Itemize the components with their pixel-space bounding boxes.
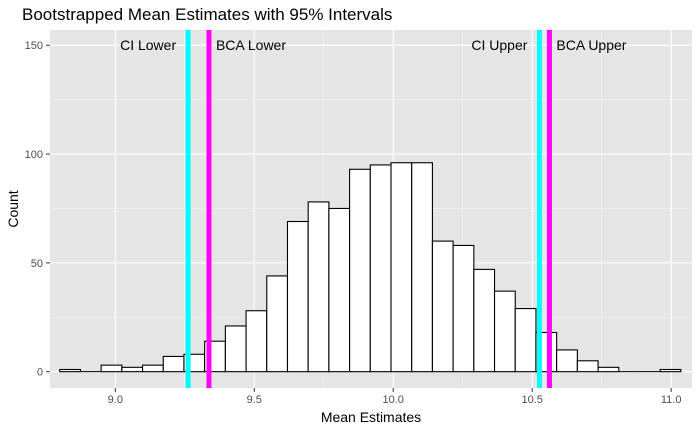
y-tick-label: 100 — [25, 149, 43, 161]
y-axis-title: Count — [5, 190, 21, 227]
histogram-bar — [349, 168, 371, 373]
histogram-bar — [121, 366, 144, 373]
histogram-bar — [162, 355, 185, 373]
histogram-bar — [431, 240, 454, 373]
histogram-bar — [493, 290, 516, 373]
x-axis-title: Mean Estimates — [321, 409, 421, 425]
x-tick-label: 10.0 — [383, 394, 404, 406]
x-tick-label: 9.0 — [108, 394, 123, 406]
histogram-bar — [59, 368, 81, 373]
histogram-bar — [266, 275, 289, 373]
histogram-bars — [59, 162, 682, 373]
histogram-bar — [369, 164, 392, 373]
histogram-bar — [307, 201, 330, 373]
bca-upper-label: BCA Upper — [556, 37, 626, 53]
histogram-bar — [245, 310, 268, 373]
histogram-bar — [576, 360, 599, 373]
bca-lower-label: BCA Lower — [216, 37, 286, 53]
x-tick-label: 9.5 — [247, 394, 262, 406]
histogram-bar — [100, 364, 123, 373]
histogram-bar — [286, 220, 309, 373]
histogram-bar — [224, 325, 247, 373]
ci-upper-label: CI Upper — [471, 37, 527, 53]
histogram-bar — [473, 268, 496, 373]
histogram-bar — [411, 162, 433, 373]
interval-annotations: CI Lower BCA Lower CI Upper BCA Upper — [120, 37, 627, 53]
y-axis: 0 50 100 150 — [25, 40, 50, 379]
histogram-bar — [597, 366, 620, 373]
histogram-bar — [390, 162, 413, 373]
x-tick-label: 11.0 — [661, 394, 682, 406]
y-tick-label: 150 — [25, 40, 43, 52]
x-tick-label: 10.5 — [521, 394, 542, 406]
histogram-bar — [452, 244, 475, 373]
histogram-bar — [556, 349, 578, 373]
interval-lines — [185, 30, 552, 388]
x-axis: 9.0 9.5 10.0 10.5 11.0 — [108, 388, 682, 406]
chart-title: Bootstrapped Mean Estimates with 95% Int… — [22, 5, 392, 24]
histogram-bar — [514, 308, 537, 373]
histogram-bar — [328, 207, 351, 373]
histogram-bar — [659, 368, 682, 373]
y-tick-label: 50 — [31, 258, 43, 270]
histogram-bar — [141, 364, 164, 373]
y-tick-label: 0 — [37, 367, 43, 379]
ci-lower-label: CI Lower — [120, 37, 176, 53]
